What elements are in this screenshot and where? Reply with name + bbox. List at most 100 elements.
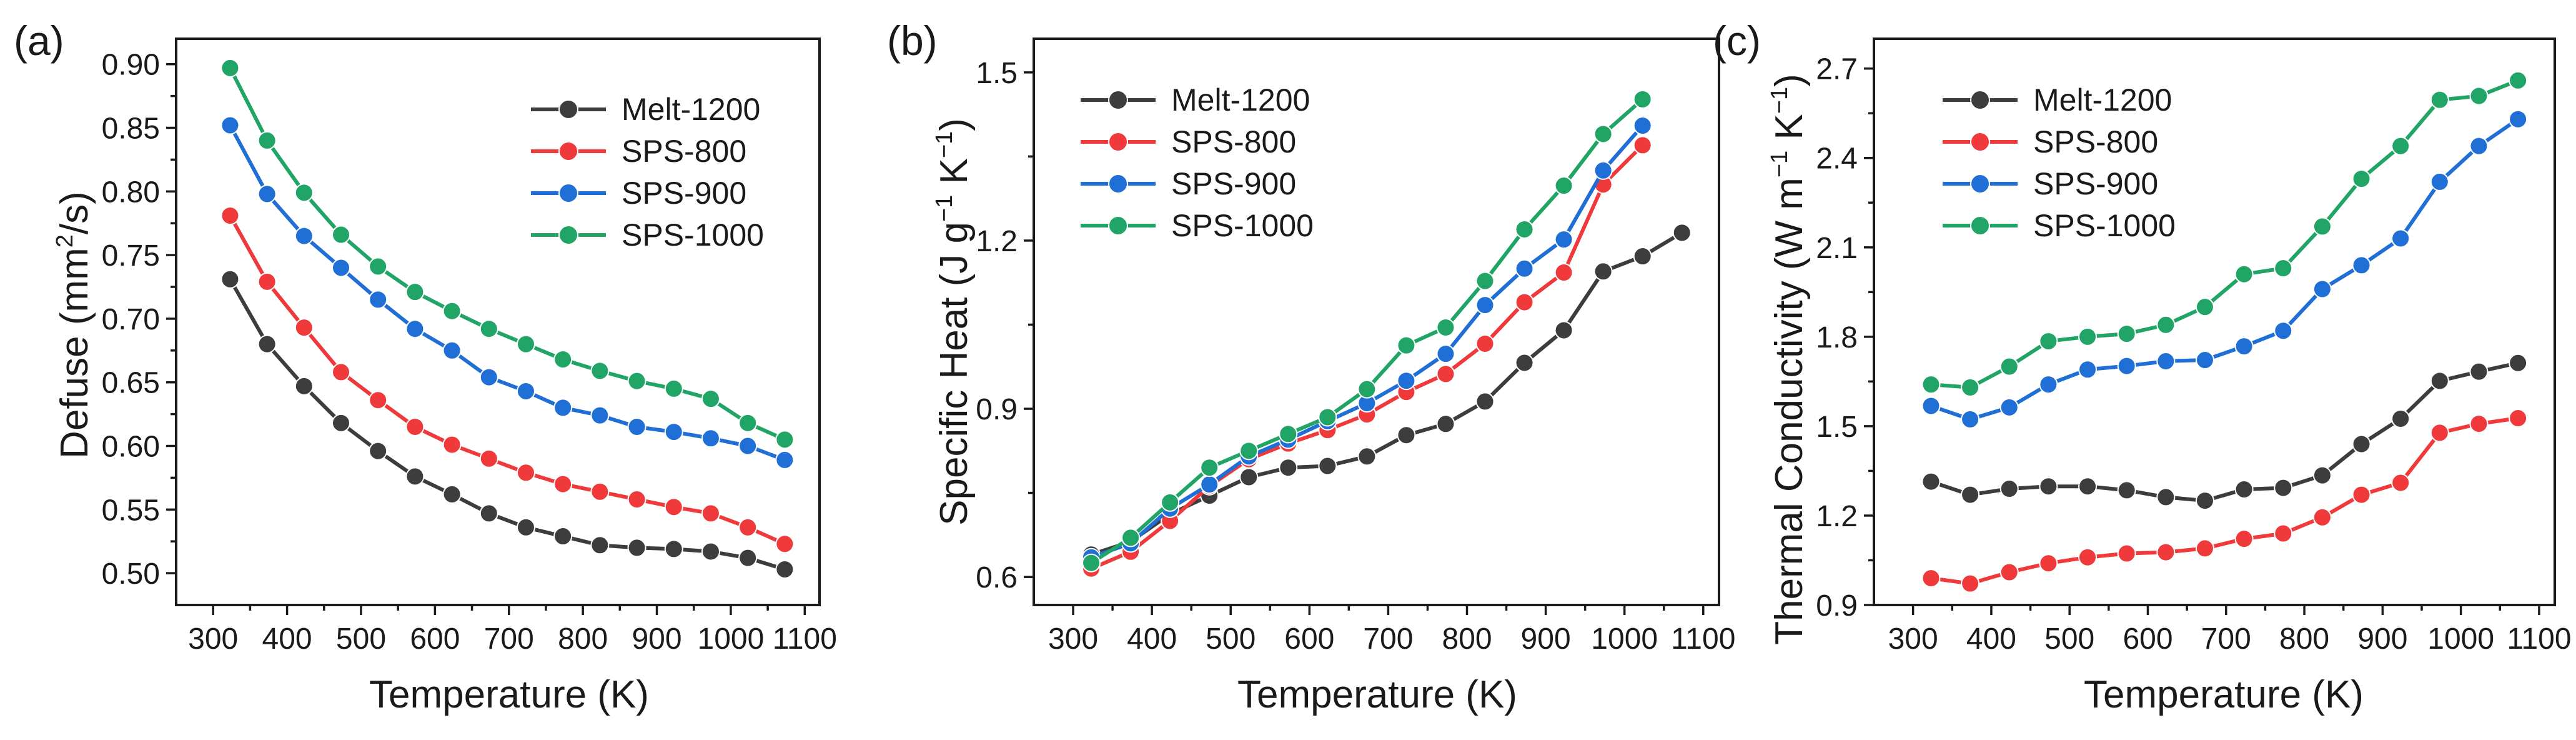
y-tick-label: 0.85 bbox=[102, 112, 160, 146]
data-point bbox=[1200, 475, 1219, 494]
panel-a: (a) Defuse (mm2/s) Temperature (K) 300 40… bbox=[14, 18, 837, 716]
data-point bbox=[2039, 331, 2058, 351]
data-point bbox=[627, 371, 646, 391]
panel-c-ylabel: Thermal Conductivity (W m−1 K−1) bbox=[1766, 74, 1811, 644]
data-point bbox=[2430, 423, 2449, 442]
data-point bbox=[1921, 375, 1941, 394]
data-point bbox=[701, 389, 720, 409]
panel-c-xlabel: Temperature (K) bbox=[2084, 673, 2364, 716]
data-point bbox=[1515, 259, 1534, 278]
data-point bbox=[1999, 357, 2019, 376]
data-point bbox=[332, 225, 351, 244]
data-point bbox=[2312, 466, 2332, 485]
data-point bbox=[294, 376, 314, 396]
data-point bbox=[2430, 172, 2449, 191]
data-point bbox=[2156, 315, 2176, 334]
panel-c-plot: 300 400 500 600 700 800 900 1000 1100 0.9 1.2 1.5 1.… bbox=[1816, 38, 2572, 656]
panel-b-ylabel-main: Specific Heat (J g bbox=[933, 222, 976, 526]
legend-swatch-marker bbox=[558, 225, 578, 245]
data-point bbox=[738, 548, 758, 568]
data-point bbox=[294, 226, 314, 246]
data-point bbox=[590, 361, 610, 381]
data-point bbox=[2117, 356, 2136, 376]
data-point bbox=[1475, 296, 1495, 315]
panel-b-ylabel-sup2: −1 bbox=[931, 131, 958, 158]
legend-swatch-marker bbox=[1970, 216, 1990, 236]
data-point bbox=[405, 282, 425, 302]
data-point bbox=[2509, 353, 2528, 372]
data-point bbox=[2509, 409, 2528, 428]
panel-a-ylabel-sup: 2 bbox=[52, 234, 78, 248]
data-point bbox=[257, 131, 277, 150]
panel-c-ylabel-sup2: −1 bbox=[1766, 87, 1793, 114]
y-tick-label: 0.65 bbox=[102, 367, 160, 400]
data-point bbox=[1279, 458, 1298, 478]
data-point bbox=[1999, 398, 2019, 417]
legend-label: SPS-900 bbox=[622, 176, 746, 211]
data-point bbox=[2234, 337, 2254, 356]
data-point bbox=[405, 319, 425, 339]
data-point bbox=[1436, 414, 1455, 434]
data-point bbox=[257, 184, 277, 204]
data-point bbox=[738, 436, 758, 456]
data-point bbox=[369, 441, 388, 461]
data-point bbox=[516, 381, 535, 401]
data-point bbox=[1357, 447, 1377, 466]
data-point bbox=[2117, 481, 2136, 500]
legend-swatch-marker bbox=[558, 99, 578, 119]
data-point bbox=[738, 413, 758, 432]
x-tick-label: 900 bbox=[1521, 622, 1571, 656]
data-point bbox=[2352, 169, 2371, 189]
panel-b-ylabel: Specific Heat (J g−1 K−1) bbox=[931, 118, 976, 526]
legend-label: Melt-1200 bbox=[2033, 82, 2172, 118]
data-point bbox=[2156, 351, 2176, 371]
series-line-sps-1000 bbox=[228, 67, 786, 442]
x-tick-label: 500 bbox=[2044, 622, 2094, 656]
x-tick-label: 500 bbox=[336, 622, 386, 656]
data-point bbox=[332, 413, 351, 432]
legend-swatch-marker bbox=[558, 141, 578, 161]
data-point bbox=[2469, 86, 2489, 106]
panel-b-plot: 300 400 500 600 700 800 900 1000 1100 0.6 0.9 1.2 1.… bbox=[976, 38, 1735, 656]
data-point bbox=[1554, 176, 1573, 196]
panel-a-ylabel-tail: /s) bbox=[53, 191, 96, 234]
x-tick-label: 1100 bbox=[2507, 622, 2571, 656]
data-point bbox=[2274, 259, 2293, 278]
data-point bbox=[2352, 434, 2371, 454]
data-point bbox=[1397, 371, 1416, 391]
data-point bbox=[775, 430, 795, 449]
series-line-sps-900 bbox=[228, 124, 786, 462]
data-point bbox=[1357, 379, 1377, 399]
data-point bbox=[2391, 229, 2410, 248]
panel-b-ylabel-sup: −1 bbox=[931, 195, 958, 222]
data-point bbox=[2156, 488, 2176, 507]
data-point bbox=[664, 539, 683, 559]
data-point bbox=[479, 368, 498, 387]
data-point bbox=[775, 450, 795, 469]
panel-b-letter: (b) bbox=[887, 18, 938, 64]
data-point bbox=[1436, 318, 1455, 337]
data-point bbox=[2078, 360, 2098, 379]
x-tick-label: 1100 bbox=[773, 622, 837, 656]
data-point bbox=[1554, 321, 1573, 340]
panel-a-ylabel-main: Defuse (mm bbox=[53, 248, 96, 459]
y-tick-label: 0.6 bbox=[976, 561, 1018, 594]
x-tick-label: 1000 bbox=[1591, 622, 1658, 656]
data-point bbox=[1397, 336, 1416, 355]
data-point bbox=[2430, 90, 2449, 109]
data-point bbox=[332, 258, 351, 278]
data-point bbox=[1593, 262, 1613, 281]
data-point bbox=[442, 301, 462, 321]
data-point bbox=[590, 536, 610, 555]
series-line-sps-800 bbox=[228, 214, 786, 546]
legend-swatch-marker bbox=[1970, 132, 1990, 152]
data-point bbox=[257, 334, 277, 354]
x-tick-label: 700 bbox=[484, 622, 534, 656]
y-tick-label: 1.5 bbox=[976, 57, 1018, 90]
data-point bbox=[1397, 426, 1416, 445]
data-point bbox=[590, 406, 610, 425]
data-point bbox=[627, 538, 646, 558]
data-point bbox=[1436, 364, 1455, 384]
y-tick-label: 0.60 bbox=[102, 431, 160, 464]
